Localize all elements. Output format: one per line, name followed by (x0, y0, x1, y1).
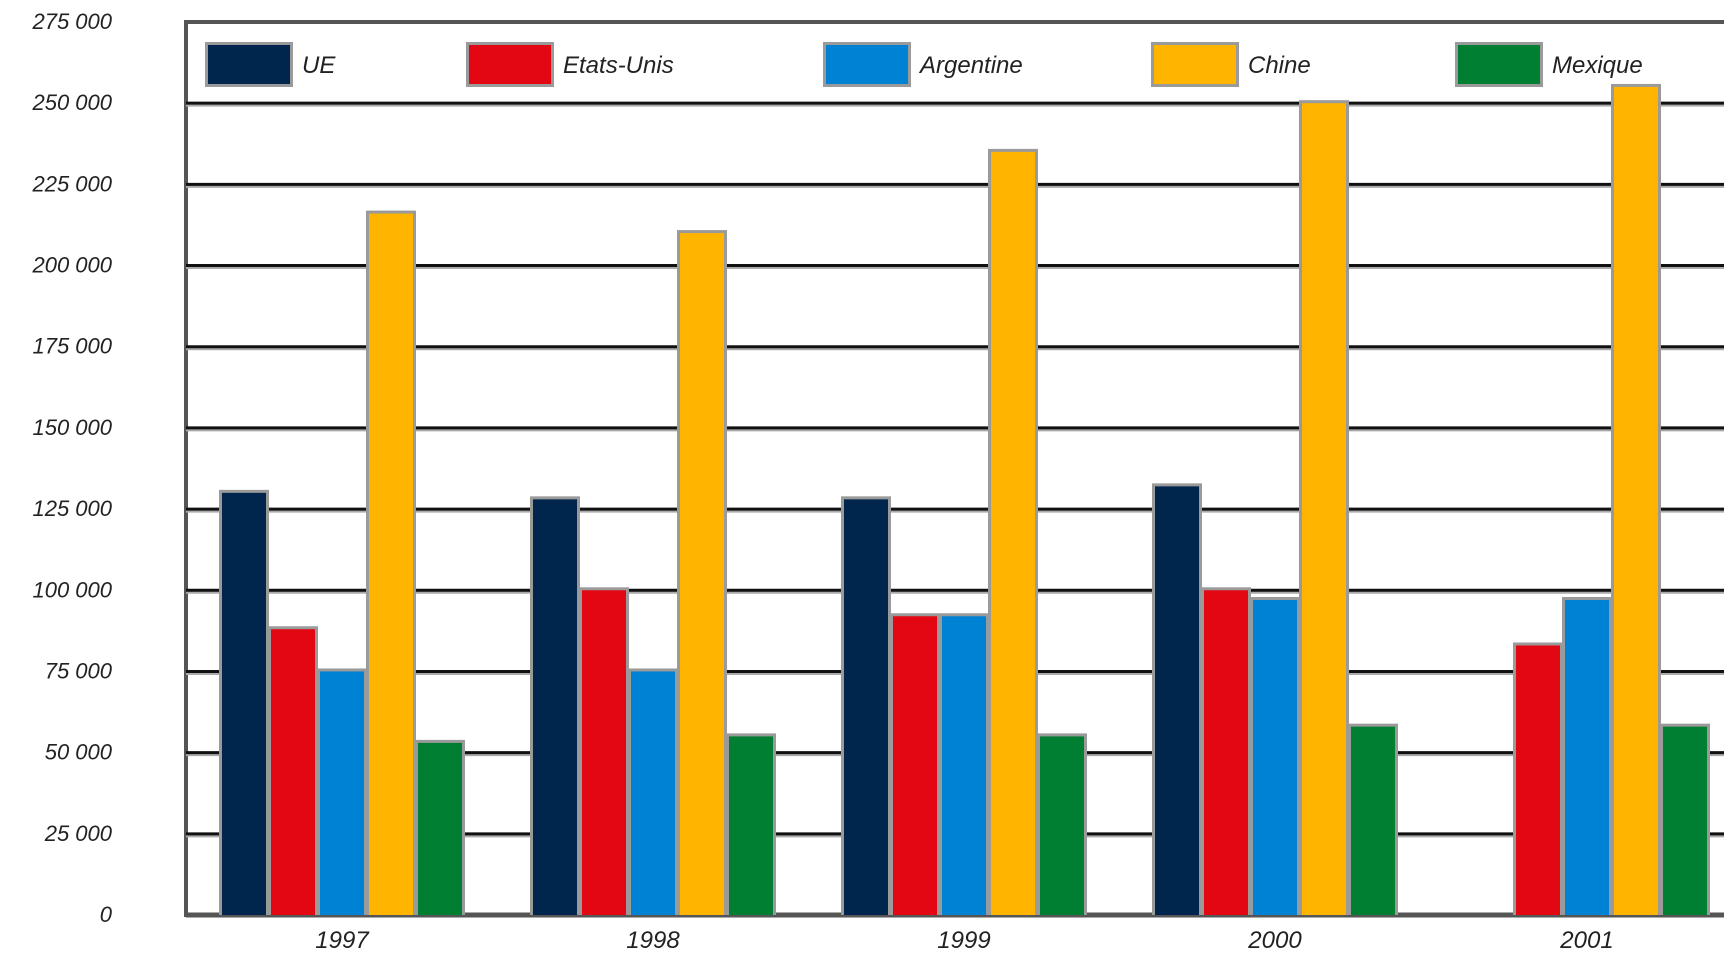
legend-swatch-mexique (1458, 45, 1540, 84)
legend-label-argentine: Argentine (918, 52, 1023, 79)
x-tick-label: 1999 (937, 927, 990, 954)
y-tick-label: 100 000 (32, 577, 112, 602)
y-tick-label: 150 000 (32, 415, 112, 440)
bar-etats-unis-1997: Etats-Unis 1997: 88000 (271, 629, 315, 915)
y-tick-label: 75 000 (45, 658, 113, 683)
bar-chine-1998: Chine 1998: 210000 (680, 233, 724, 915)
bar-ue-2000: UE 2000: 132000 (1155, 486, 1199, 915)
x-tick-label: 1997 (315, 927, 370, 954)
bar-chine-1997: Chine 1997: 216000 (369, 213, 413, 915)
legend-label-chine: Chine (1248, 52, 1311, 79)
bar-argentine-2001: Argentine 2001: 97000 (1565, 600, 1609, 915)
bar-mexique-2001: Mexique 2001: 58000 (1663, 726, 1707, 915)
bar-chine-2001: Chine 2001: 255000 (1614, 86, 1658, 916)
bar-chine-1999: Chine 1999: 235000 (991, 151, 1035, 915)
bar-ue-1999: UE 1999: 128000 (844, 499, 888, 915)
y-tick-label: 200 000 (31, 253, 112, 278)
bar-argentine-2000: Argentine 2000: 97000 (1253, 600, 1297, 915)
legend-swatch-chine (1154, 45, 1236, 84)
y-tick-label: 25 000 (44, 821, 113, 846)
y-tick-label: 275 000 (31, 9, 112, 34)
bar-mexique-2000: Mexique 2000: 58000 (1351, 726, 1395, 915)
y-tick-label: 225 000 (31, 171, 112, 196)
legend-swatch-etats-unis (469, 45, 551, 84)
legend-label-mexique: Mexique (1552, 52, 1643, 79)
bar-etats-unis-2001: Etats-Unis 2001: 83000 (1516, 645, 1560, 915)
legend-swatch-argentine (826, 45, 908, 84)
x-tick-label: 2001 (1559, 927, 1613, 954)
y-tick-label: 125 000 (32, 496, 112, 521)
legend-label-etats-unis: Etats-Unis (563, 52, 674, 79)
legend-swatch-ue (208, 45, 290, 84)
x-tick-label: 2000 (1247, 927, 1302, 954)
bar-mexique-1998: Mexique 1998: 55000 (729, 736, 773, 915)
bar-mexique-1999: Mexique 1999: 55000 (1040, 736, 1084, 915)
bar-ue-1997: UE 1997: 130000 (222, 492, 266, 915)
bar-ue-1998: UE 1998: 128000 (533, 499, 577, 915)
x-tick-label: 1998 (626, 927, 680, 954)
bar-mexique-1997: Mexique 1997: 53000 (418, 742, 462, 915)
y-tick-label: 175 000 (32, 334, 112, 359)
legend-label-ue: UE (302, 52, 336, 79)
y-tick-label: 0 (100, 902, 113, 927)
y-tick-label: 50 000 (45, 740, 113, 765)
y-tick-label: 250 000 (31, 90, 112, 115)
